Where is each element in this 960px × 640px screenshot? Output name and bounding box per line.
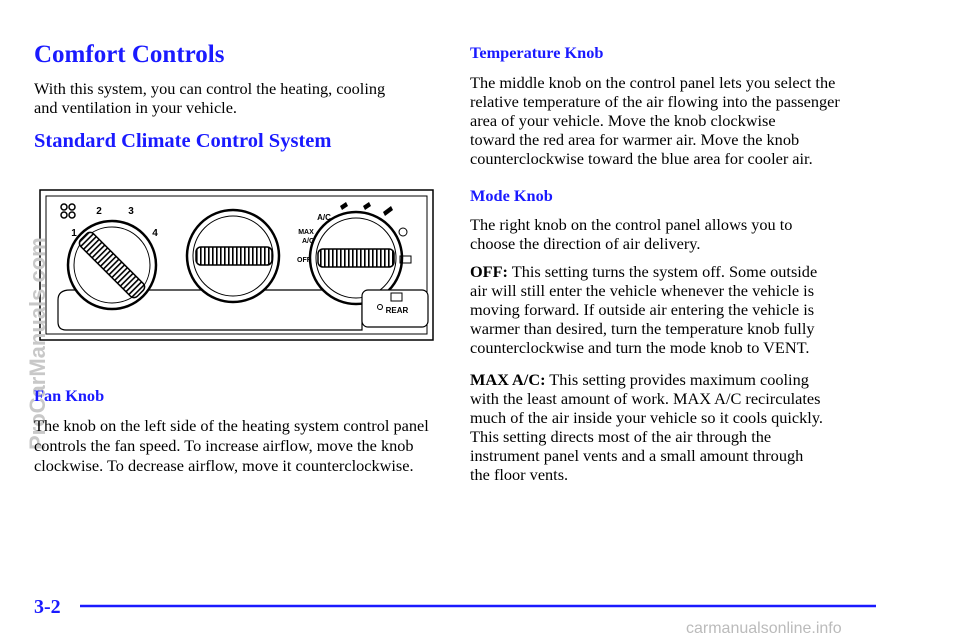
lead: OFF: — [470, 262, 508, 281]
text-line: counterclockwise and turn the mode knob … — [470, 338, 810, 357]
title: Comfort Controls — [34, 41, 225, 68]
rear-label: REAR — [386, 306, 409, 315]
text: This setting provides maximum cooling — [549, 370, 809, 389]
text-line: This setting directs most of the air thr… — [470, 427, 772, 446]
watermark-bottom: carmanualsonline.info — [686, 620, 842, 637]
text-line: and ventilation in your vehicle. — [34, 98, 238, 117]
fan-label: 4 — [152, 228, 158, 239]
text-line: area of your vehicle. Move the knob cloc… — [470, 111, 776, 130]
text-line: The right knob on the control panel allo… — [470, 215, 793, 234]
heading: Mode Knob — [470, 186, 553, 205]
mode-label: A/C — [302, 238, 314, 245]
lead: MAX A/C: — [470, 370, 546, 389]
text-line: MAX A/C: This setting provides maximum c… — [470, 370, 809, 389]
mode-label: OFF — [297, 257, 312, 264]
text-line: choose the direction of air delivery. — [470, 234, 701, 253]
rear-icon — [390, 292, 403, 302]
text-line: relative temperature of the air flowing … — [470, 92, 840, 111]
temperature-knob — [185, 208, 281, 304]
text-line: With this system, you can control the he… — [34, 79, 386, 98]
section-heading: Standard Climate Control System — [34, 130, 332, 152]
text-line: clockwise. To decrease airflow, move it … — [34, 456, 414, 475]
mode-knob — [308, 210, 404, 306]
text-line: OFF: This setting turns the system off. … — [470, 262, 817, 281]
text-line: air will still enter the vehicle wheneve… — [470, 281, 815, 300]
indicator — [377, 304, 383, 310]
text-line: counterclockwise toward the blue area fo… — [470, 149, 813, 168]
text: This setting turns the system off. Some … — [511, 262, 818, 281]
page-number: 3-2 — [34, 596, 61, 618]
fan-label: 2 — [96, 206, 102, 217]
panel-bezel — [45, 195, 428, 335]
heading: Fan Knob — [34, 386, 105, 405]
rear-button — [361, 289, 429, 328]
heading: Temperature Knob — [470, 43, 604, 62]
text-line: The middle knob on the control panel let… — [470, 73, 836, 92]
fan-label: 1 — [71, 228, 77, 239]
fan-icon — [60, 203, 76, 219]
text-line: warmer than desired, turn the temperatur… — [470, 319, 815, 338]
text-line: the floor vents. — [470, 465, 569, 484]
text-line: instrument panel vents and a small amoun… — [470, 446, 804, 465]
text-line: moving forward. If outside air entering … — [470, 300, 815, 319]
fan-knob — [66, 219, 158, 311]
text-line: controls the fan speed. To increase airf… — [34, 436, 414, 455]
text-line: toward the red area for warmer air. Move… — [470, 130, 800, 149]
mode-label: A/C — [317, 213, 331, 222]
text-line: with the least amount of work. MAX A/C r… — [470, 389, 821, 408]
fan-label: 3 — [128, 206, 134, 217]
mode-label: MAX — [298, 229, 314, 236]
mode-icons — [340, 202, 412, 264]
text-line: The knob on the left side of the heating… — [34, 416, 429, 435]
text-line: much of the air inside your vehicle so i… — [470, 408, 823, 427]
watermark-side: ProCarManuals.com — [25, 237, 50, 450]
